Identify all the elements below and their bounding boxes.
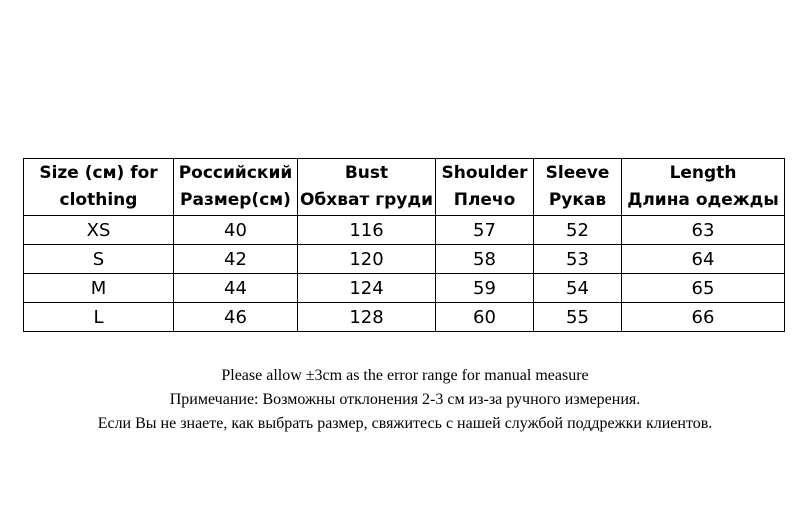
table-row: S 42 120 58 53 64 xyxy=(23,244,785,274)
header-line: Обхват груди xyxy=(299,190,434,210)
table-cell: 65 xyxy=(621,273,785,303)
table-cell: 63 xyxy=(621,215,785,245)
header-russian-size: Российский Размер(см) xyxy=(173,158,298,216)
table-row: L 46 128 60 55 66 xyxy=(23,302,785,332)
table-row: XS 40 116 57 52 63 xyxy=(23,215,785,245)
header-line: Shoulder xyxy=(441,163,528,183)
header-line: Длина одежды xyxy=(627,190,779,210)
table-cell: M xyxy=(23,273,174,303)
size-chart-table: Size (см) for clothing Российский Размер… xyxy=(23,158,785,332)
table-cell: 52 xyxy=(533,215,622,245)
table-cell: 128 xyxy=(297,302,436,332)
table-cell: S xyxy=(23,244,174,274)
header-line: Sleeve xyxy=(545,163,610,183)
header-line: Length xyxy=(669,163,737,183)
table-cell: 124 xyxy=(297,273,436,303)
note-deviation-ru: Примечание: Возможны отклонения 2-3 см и… xyxy=(169,391,641,408)
table-cell: 66 xyxy=(621,302,785,332)
note-contact-support: Если Вы не знаете, как выбрать размер, с… xyxy=(97,415,713,432)
table-cell: 46 xyxy=(173,302,298,332)
header-sleeve: Sleeve Рукав xyxy=(533,158,622,216)
header-line: Плечо xyxy=(453,190,516,210)
table-cell: 59 xyxy=(435,273,534,303)
table-cell: L xyxy=(23,302,174,332)
header-line: Российский xyxy=(178,163,293,183)
header-line: Size (см) for xyxy=(39,163,158,183)
header-size-clothing: Size (см) for clothing xyxy=(23,158,174,216)
header-shoulder: Shoulder Плечо xyxy=(435,158,534,216)
measurement-notes: Please allow ±3cm as the error range for… xyxy=(0,364,810,436)
table-cell: 60 xyxy=(435,302,534,332)
table-cell: 40 xyxy=(173,215,298,245)
table-cell: 55 xyxy=(533,302,622,332)
table-header-row: Size (см) for clothing Российский Размер… xyxy=(23,158,785,216)
table-cell: 54 xyxy=(533,273,622,303)
table-cell: 57 xyxy=(435,215,534,245)
header-bust: Bust Обхват груди xyxy=(297,158,436,216)
header-line: Bust xyxy=(344,163,389,183)
table-cell: 64 xyxy=(621,244,785,274)
table-cell: 42 xyxy=(173,244,298,274)
header-length: Length Длина одежды xyxy=(621,158,785,216)
table-cell: 53 xyxy=(533,244,622,274)
table-row: M 44 124 59 54 65 xyxy=(23,273,785,303)
table-cell: 120 xyxy=(297,244,436,274)
table-cell: 58 xyxy=(435,244,534,274)
table-cell: 116 xyxy=(297,215,436,245)
table-cell: XS xyxy=(23,215,174,245)
header-line: clothing xyxy=(59,190,138,210)
header-line: Размер(см) xyxy=(180,190,291,210)
note-error-range: Please allow ±3cm as the error range for… xyxy=(221,367,589,384)
table-cell: 44 xyxy=(173,273,298,303)
header-line: Рукав xyxy=(548,190,607,210)
